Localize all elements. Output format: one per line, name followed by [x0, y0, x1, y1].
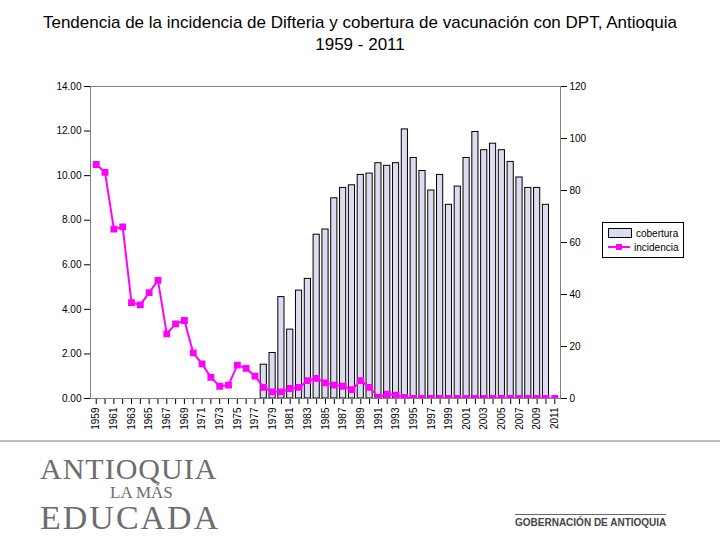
svg-text:1971: 1971 — [196, 407, 207, 430]
svg-text:1989: 1989 — [355, 407, 366, 430]
svg-text:2011: 2011 — [549, 407, 560, 429]
html-text:Tendencia de la incidencia de: Tendencia de la incidencia de Difteria y… — [42, 13, 678, 54]
svg-text:40: 40 — [570, 289, 582, 300]
svg-text:1985: 1985 — [320, 407, 331, 430]
svg-text:1979: 1979 — [267, 407, 278, 430]
svg-text:14.00: 14.00 — [56, 81, 81, 92]
svg-text:12.00: 12.00 — [56, 125, 81, 136]
svg-text:20: 20 — [570, 341, 582, 352]
html-text:LA MÁS: LA MÁS — [110, 483, 173, 502]
svg-text:1973: 1973 — [214, 407, 225, 430]
svg-text:1983: 1983 — [302, 407, 313, 430]
svg-text:1995: 1995 — [408, 407, 419, 430]
svg-text:60: 60 — [570, 237, 582, 248]
svg-text:1999: 1999 — [443, 407, 454, 430]
svg-text:1991: 1991 — [373, 407, 384, 430]
html-text:EDUCADA: EDUCADA — [40, 499, 221, 536]
svg-text:2005: 2005 — [496, 407, 507, 430]
svg-text:80: 80 — [570, 185, 582, 196]
svg-text:1997: 1997 — [426, 407, 437, 430]
svg-text:0: 0 — [570, 393, 576, 404]
svg-text:1987: 1987 — [337, 407, 348, 430]
svg-text:2.00: 2.00 — [62, 348, 82, 359]
svg-text:100: 100 — [570, 133, 587, 144]
html-text:cobertura: cobertura — [636, 227, 679, 239]
svg-text:2003: 2003 — [478, 407, 489, 430]
svg-text:1993: 1993 — [390, 407, 401, 430]
svg-text:2001: 2001 — [461, 407, 472, 430]
svg-text:1969: 1969 — [179, 407, 190, 430]
svg-text:1959: 1959 — [90, 407, 101, 430]
html-text:GOBERNACIÓN DE ANTIOQUIA: GOBERNACIÓN DE ANTIOQUIA — [515, 517, 667, 528]
svg-text:10.00: 10.00 — [56, 170, 81, 181]
svg-text:1963: 1963 — [126, 407, 137, 430]
svg-text:1981: 1981 — [284, 407, 295, 430]
svg-text:2007: 2007 — [514, 407, 525, 430]
svg-text:0.00: 0.00 — [62, 393, 82, 404]
svg-text:2009: 2009 — [531, 407, 542, 430]
svg-text:1975: 1975 — [232, 407, 243, 430]
svg-text:1967: 1967 — [161, 407, 172, 430]
svg-text:120: 120 — [570, 81, 587, 92]
html-text:incidencia: incidencia — [634, 241, 679, 253]
svg-text:1977: 1977 — [249, 407, 260, 430]
svg-text:1961: 1961 — [108, 407, 119, 430]
html-text:ANTIOQUIA: ANTIOQUIA — [40, 452, 218, 485]
svg-text:1965: 1965 — [143, 407, 154, 430]
svg-text:8.00: 8.00 — [62, 214, 82, 225]
svg-text:4.00: 4.00 — [62, 304, 82, 315]
svg-text:6.00: 6.00 — [62, 259, 82, 270]
